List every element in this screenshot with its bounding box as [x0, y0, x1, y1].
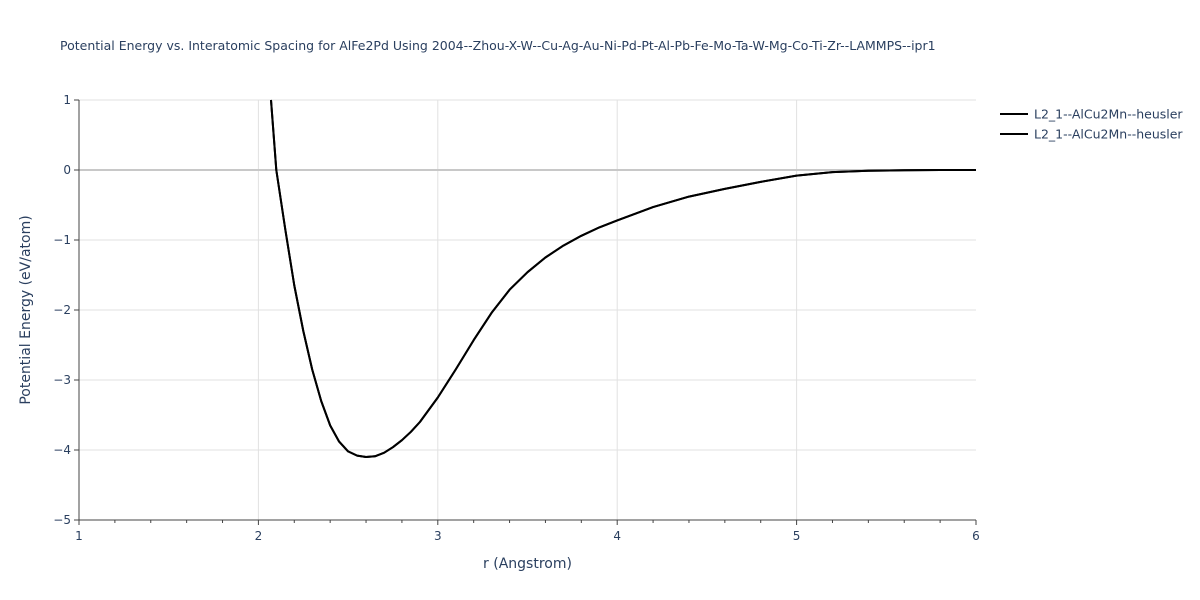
x-tick-label: 4: [613, 529, 621, 543]
legend[interactable]: L2_1--AlCu2Mn--heusler L2_1--AlCu2Mn--heu…: [1000, 107, 1183, 142]
y-tick-label: 0: [63, 163, 71, 177]
x-tick-label: 2: [255, 529, 263, 543]
y-tick-label: 1: [63, 93, 71, 107]
x-tick-label: 3: [434, 529, 442, 543]
y-tick-label: −1: [53, 233, 71, 247]
x-tick-label: 6: [972, 529, 980, 543]
y-axis-ticks: 1 0 −1 −2 −3 −4 −5: [53, 93, 79, 527]
y-tick-label: −4: [53, 443, 71, 457]
x-axis-ticks: 1 2 3 4 5 6: [75, 520, 980, 543]
series-lines: [270, 99, 976, 458]
legend-item-2[interactable]: L2_1--AlCu2Mn--heusler: [1034, 127, 1183, 142]
x-tick-label: 5: [793, 529, 801, 543]
y-tick-label: −2: [53, 303, 71, 317]
chart-title: Potential Energy vs. Interatomic Spacing…: [60, 38, 936, 53]
x-axis-title: r (Angstrom): [483, 556, 572, 572]
series-line-2: [270, 99, 976, 458]
legend-item-1[interactable]: L2_1--AlCu2Mn--heusler: [1034, 107, 1183, 122]
x-tick-label: 1: [75, 529, 83, 543]
y-tick-label: −3: [53, 373, 71, 387]
y-axis-title: Potential Energy (eV/atom): [18, 215, 34, 404]
y-tick-label: −5: [53, 513, 71, 527]
